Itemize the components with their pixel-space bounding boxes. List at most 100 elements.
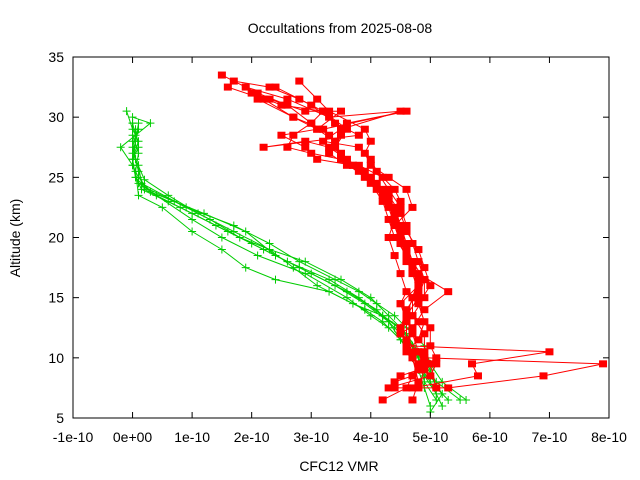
data-point [313, 281, 322, 290]
data-point [128, 119, 137, 128]
data-point [408, 372, 417, 380]
data-point [223, 83, 232, 91]
data-point [444, 395, 453, 404]
data-point [396, 203, 405, 211]
data-point [408, 270, 417, 278]
data-point [325, 107, 334, 115]
data-point [402, 240, 411, 248]
data-point [116, 143, 125, 152]
data-point [396, 227, 405, 235]
data-point [378, 197, 387, 205]
data-point [265, 95, 274, 103]
data-point [283, 95, 292, 103]
data-point [408, 264, 417, 272]
data-point [402, 342, 411, 350]
data-point [194, 209, 203, 218]
data-point [420, 360, 429, 368]
data-point [366, 161, 375, 169]
data-point [396, 300, 405, 308]
x-tick-label: 0e+00 [113, 429, 153, 445]
data-point [241, 83, 250, 91]
x-tick-label: 6e-10 [472, 429, 508, 445]
y-tick-label: 35 [48, 49, 64, 65]
data-point [372, 167, 381, 175]
data-point [366, 137, 375, 145]
data-point [134, 125, 143, 134]
data-point [420, 276, 429, 284]
data-point [408, 348, 417, 356]
data-point [420, 318, 429, 326]
data-point [384, 173, 393, 181]
data-point [402, 252, 411, 260]
data-point [402, 318, 411, 326]
y-tick-label: 10 [48, 350, 64, 366]
data-point [319, 137, 328, 145]
data-point [599, 360, 608, 368]
data-point [354, 287, 363, 296]
data-point [396, 234, 405, 241]
data-point [229, 77, 238, 85]
x-tick-label: 7e-10 [532, 429, 568, 445]
data-point [307, 101, 316, 109]
data-point [414, 360, 423, 368]
data-point [414, 318, 423, 326]
data-point [390, 252, 399, 260]
data-point [295, 257, 304, 266]
data-point [247, 89, 256, 97]
data-point [384, 197, 393, 205]
y-axis-label: Altitude (km) [7, 199, 23, 278]
data-point [289, 113, 298, 121]
data-point [402, 312, 411, 320]
data-point [414, 246, 423, 254]
data-point [378, 396, 387, 404]
data-point [384, 191, 393, 199]
data-point [402, 288, 411, 296]
data-point [468, 360, 477, 368]
data-point [408, 258, 417, 266]
data-point [408, 203, 417, 211]
data-point [438, 401, 447, 410]
plot-area [116, 71, 608, 416]
data-point [426, 401, 435, 410]
data-point [295, 77, 304, 85]
data-point [331, 143, 340, 151]
data-point [229, 227, 238, 236]
data-point [164, 191, 173, 200]
data-point [402, 185, 411, 193]
data-point [289, 263, 298, 272]
data-point [265, 83, 274, 91]
data-point [301, 107, 310, 115]
data-point [414, 336, 423, 344]
data-point [384, 203, 393, 211]
data-point [408, 330, 417, 338]
data-point [337, 131, 345, 139]
data-point [390, 221, 399, 229]
data-point [384, 384, 393, 392]
x-tick-label: 4e-10 [353, 429, 389, 445]
data-point [432, 354, 441, 362]
data-point [360, 149, 369, 157]
data-point [128, 137, 137, 146]
data-point [360, 125, 369, 133]
data-point [360, 173, 369, 181]
data-point [414, 288, 423, 296]
data-point [342, 155, 351, 163]
data-point [131, 155, 140, 164]
data-point [444, 288, 453, 296]
series-group [116, 71, 608, 416]
data-point [307, 119, 316, 127]
data-point [259, 143, 268, 151]
data-point [384, 215, 393, 223]
data-point [271, 83, 280, 91]
data-point [390, 234, 399, 241]
data-point [420, 306, 429, 314]
data-point [414, 384, 423, 392]
data-point [420, 366, 429, 374]
data-point [408, 294, 417, 302]
data-point [217, 71, 226, 79]
data-point [366, 179, 375, 187]
data-point [378, 311, 387, 320]
data-point [408, 396, 417, 404]
data-point [283, 143, 292, 151]
data-point [473, 372, 482, 380]
